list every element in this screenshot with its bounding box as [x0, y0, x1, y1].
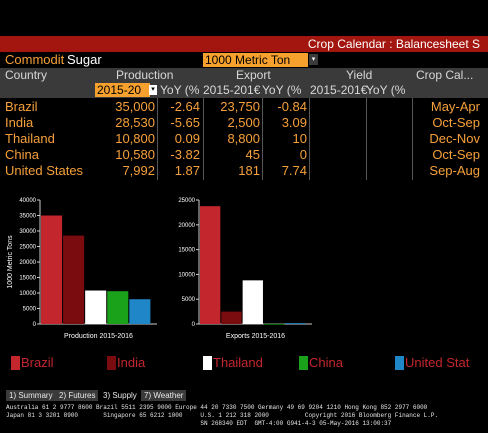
row-prod-yoy: 1.87: [174, 163, 200, 178]
row-crop-cal: Sep-Aug: [429, 163, 480, 178]
row-export: 8,800: [227, 131, 260, 146]
legend-swatch-india: [107, 356, 116, 370]
row-prod-yoy: -5.65: [170, 115, 200, 130]
export-y-tick-label: 5000: [182, 297, 196, 303]
production-y-tick-label: 15000: [19, 276, 36, 282]
commodity-label: Commodit: [5, 52, 65, 67]
sub-yield-period: 2015-201€: [310, 83, 368, 97]
unit-dropdown[interactable]: 1000 Metric Ton: [203, 53, 308, 67]
row-prod-yoy: 0.09: [174, 131, 200, 146]
export-bar-china: [263, 323, 285, 325]
row-export: 2,500: [227, 115, 260, 130]
production-y-tick-label: 30000: [19, 229, 36, 235]
production-y-tick-label: 40000: [19, 198, 36, 204]
commodity-row: Commodit Sugar 1000 Metric Ton ▾: [0, 52, 488, 68]
production-y-tick-label: 25000: [19, 245, 36, 251]
production-bar-india: [63, 235, 85, 324]
window-title: Crop Calendar : Balancesheet S: [307, 37, 480, 51]
row-export: 45: [245, 147, 260, 162]
export-y-tick-label: 25000: [178, 198, 195, 204]
fkey-futures[interactable]: 2) Futures: [56, 390, 99, 401]
legend-swatch-brazil: [11, 356, 20, 370]
row-prod-yoy: -3.82: [170, 147, 200, 162]
title-bar: Crop Calendar : Balancesheet S: [0, 36, 488, 52]
export-x-label: Exports 2015-2016: [226, 333, 285, 340]
sub-yield-yoy: YoY (%: [366, 83, 406, 97]
col-production[interactable]: Production: [116, 68, 174, 82]
legend-swatch-china: [299, 356, 308, 370]
col-crop-cal[interactable]: Crop Cal...: [416, 68, 474, 82]
column-header-row: Country Production Export Yield Crop Cal…: [0, 68, 488, 83]
legend-label-brazil: Brazil: [21, 355, 54, 370]
export-y-tick-label: 15000: [178, 248, 195, 254]
legend-label-united-states: United Stat: [405, 355, 470, 370]
export-y-tick-label: 0: [192, 322, 196, 328]
sub-header-row: 2015-20 ▾ YoY (% 2015-201€ YoY (% 2015-2…: [0, 83, 488, 98]
period-chevron-icon[interactable]: ▾: [149, 85, 157, 95]
production-x-label: Production 2015-2016: [64, 333, 133, 340]
row-crop-cal: Dec-Nov: [429, 131, 480, 146]
sub-export-period: 2015-201€: [203, 83, 261, 97]
footer-line-3: SN 268340 EDT GMT-4:00 G941-4-3 05-May-2…: [6, 420, 392, 427]
production-y-tick-label: 5000: [23, 307, 37, 313]
period-dropdown[interactable]: 2015-20: [95, 83, 150, 97]
row-country: United States: [5, 163, 84, 178]
row-production: 10,800: [115, 131, 155, 146]
row-export: 181: [238, 163, 260, 178]
commodity-value[interactable]: Sugar: [67, 52, 102, 67]
footer-line-1: Australia 61 2 9777 8600 Brazil 5511 239…: [6, 404, 428, 411]
legend-label-china: China: [309, 355, 343, 370]
export-bar-india: [221, 311, 242, 324]
export-y-tick-label: 10000: [178, 272, 195, 278]
row-exp-yoy: 0: [299, 147, 307, 162]
row-country: Thailand: [5, 131, 55, 146]
legend-label-thailand: Thailand: [213, 355, 263, 370]
legend-swatch-thailand: [203, 356, 212, 370]
production-y-tick-label: 0: [33, 322, 37, 328]
row-country: Brazil: [5, 99, 38, 114]
fkey-summary[interactable]: 1) Summary: [6, 390, 56, 401]
footer-line-2: Japan 81 3 3201 8900 Singapore 65 6212 1…: [6, 412, 439, 419]
export-bar-brazil: [200, 206, 221, 324]
export-bar-united-states: [285, 323, 306, 324]
fkey-supply[interactable]: 3) Supply: [100, 390, 140, 401]
col-export[interactable]: Export: [236, 68, 271, 82]
row-exp-yoy: 10: [292, 131, 307, 146]
production-y-tick-label: 20000: [19, 260, 36, 266]
row-prod-yoy: -2.64: [170, 99, 200, 114]
col-country[interactable]: Country: [5, 68, 48, 82]
row-country: China: [5, 147, 39, 162]
legend-label-india: India: [117, 355, 146, 370]
row-exp-yoy: 7.74: [281, 163, 307, 178]
export-y-tick-label: 20000: [178, 223, 195, 229]
row-exp-yoy: -0.84: [277, 99, 307, 114]
export-bar-thailand: [242, 280, 263, 324]
col-yield[interactable]: Yield: [346, 68, 373, 82]
row-crop-cal: Oct-Sep: [432, 115, 480, 130]
row-crop-cal: May-Apr: [430, 99, 480, 114]
production-bar-united-states: [129, 299, 151, 324]
export-chart: 0 5000 10000 15000 20000 25000 Exports 2015-20…: [178, 198, 312, 340]
row-production: 35,000: [115, 99, 155, 114]
sub-prod-yoy: YoY (%: [160, 83, 200, 97]
row-production: 10,580: [115, 147, 155, 162]
row-crop-cal: Oct-Sep: [432, 147, 480, 162]
unit-dropdown-chevron-icon[interactable]: ▾: [309, 54, 318, 65]
production-y-label: 1000 Metric Tons: [7, 235, 14, 289]
row-production: 28,530: [115, 115, 155, 130]
production-bar-brazil: [41, 215, 63, 324]
row-country: India: [5, 115, 34, 130]
sub-export-yoy: YoY (%: [262, 83, 302, 97]
row-production: 7,992: [122, 163, 155, 178]
production-bar-china: [107, 291, 129, 324]
production-bar-thailand: [85, 290, 107, 324]
production-y-tick-label: 35000: [19, 214, 36, 220]
row-export: 23,750: [220, 99, 260, 114]
production-chart: 0 5000 10000 15000 20000 25000 30000 35000 40000…: [7, 198, 157, 340]
fkey-weather[interactable]: 7) Weather: [141, 390, 187, 401]
legend-swatch-united-states: [395, 356, 404, 370]
production-y-tick-label: 10000: [19, 291, 36, 297]
row-exp-yoy: 3.09: [281, 115, 307, 130]
charts-area: 0 5000 10000 15000 20000 25000 30000 35000 40000…: [7, 198, 312, 340]
